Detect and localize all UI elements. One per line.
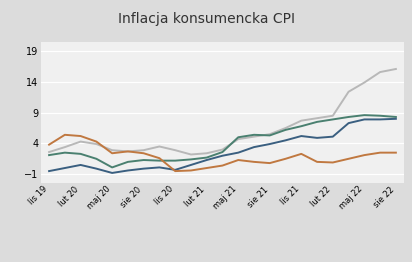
Chiny [204,166,209,170]
Chiny [220,164,225,167]
Line: Polska: Polska [49,69,396,155]
Chiny [299,152,304,155]
Niemcy [204,159,209,162]
Chiny [283,157,288,160]
USA [346,115,351,118]
USA [315,120,320,123]
USA [393,115,398,118]
Niemcy [299,134,304,138]
Chiny [346,157,351,160]
Chiny [157,157,162,160]
Polska [299,119,304,122]
USA [236,136,241,139]
Polska [78,140,83,143]
Niemcy [252,145,257,149]
USA [220,150,225,154]
Niemcy [362,118,367,121]
Niemcy [283,139,288,142]
Chiny [236,159,241,162]
Niemcy [110,171,115,174]
Chiny [315,160,320,163]
Niemcy [173,168,178,171]
Chiny [362,154,367,157]
Niemcy [393,117,398,120]
Niemcy [236,151,241,154]
Niemcy [220,154,225,157]
USA [330,118,335,121]
Polska [283,127,288,130]
Polska [110,149,115,152]
USA [362,113,367,117]
Chiny [393,151,398,154]
Polska [362,81,367,84]
Polska [346,90,351,93]
Chiny [252,160,257,163]
Niemcy [315,136,320,139]
Niemcy [78,163,83,167]
Niemcy [125,169,130,172]
USA [125,160,130,163]
Chiny [267,162,272,165]
Chiny [173,170,178,173]
Polska [173,149,178,152]
Polska [315,117,320,120]
USA [267,134,272,137]
Polska [188,153,193,156]
Line: USA: USA [49,115,396,167]
Niemcy [346,122,351,125]
Line: Chiny: Chiny [49,135,396,171]
Polska [62,145,67,149]
Chiny [141,152,146,155]
Polska [125,150,130,153]
USA [110,166,115,169]
Niemcy [157,166,162,169]
USA [173,159,178,162]
USA [141,159,146,162]
Polska [141,149,146,152]
USA [188,158,193,161]
Line: Niemcy: Niemcy [49,119,396,173]
Chiny [330,161,335,164]
Text: Inflacja konsumencka CPI: Inflacja konsumencka CPI [117,12,295,26]
Polska [157,145,162,148]
USA [78,152,83,155]
Niemcy [47,170,52,173]
Chiny [110,152,115,155]
Polska [330,114,335,117]
USA [47,154,52,157]
Polska [204,152,209,155]
Polska [378,70,383,74]
USA [378,114,383,117]
Polska [267,133,272,136]
Chiny [62,133,67,137]
Chiny [378,151,383,154]
Niemcy [378,118,383,121]
Niemcy [62,166,67,170]
USA [252,133,257,137]
USA [299,125,304,128]
Polska [47,150,52,154]
USA [283,128,288,132]
USA [204,156,209,159]
Niemcy [141,167,146,170]
Polska [236,138,241,141]
Chiny [78,134,83,138]
USA [94,157,99,160]
Chiny [94,140,99,143]
Niemcy [94,167,99,170]
USA [157,159,162,162]
Chiny [47,143,52,146]
Chiny [188,169,193,172]
Polska [252,135,257,138]
Niemcy [267,143,272,146]
Niemcy [188,163,193,167]
Polska [393,67,398,70]
Polska [94,143,99,146]
Niemcy [330,135,335,138]
Polska [220,148,225,151]
Chiny [125,150,130,153]
USA [62,151,67,154]
